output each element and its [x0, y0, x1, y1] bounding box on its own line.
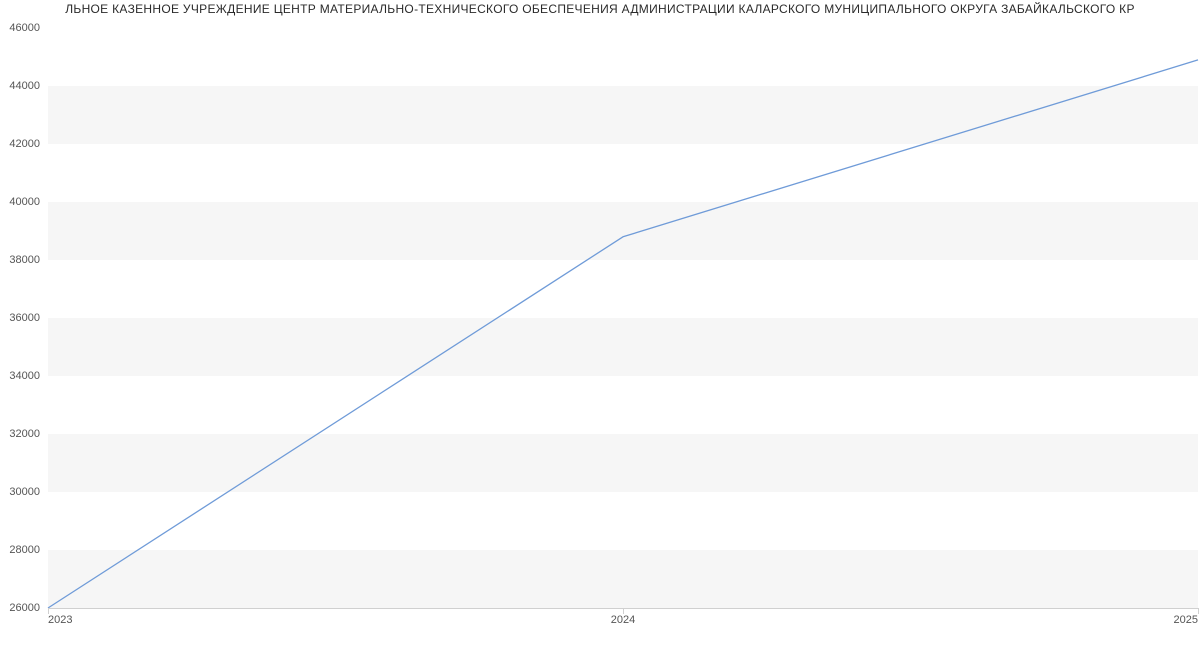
y-tick-label: 26000: [9, 602, 40, 614]
data-line: [48, 60, 1198, 608]
plot-area: 2600028000300003200034000360003800040000…: [48, 28, 1198, 608]
line-series: [48, 28, 1198, 608]
chart-title: ЛЬНОЕ КАЗЕННОЕ УЧРЕЖДЕНИЕ ЦЕНТР МАТЕРИАЛ…: [0, 2, 1200, 16]
y-tick-label: 28000: [9, 544, 40, 556]
x-tick-label: 2024: [611, 614, 635, 626]
y-tick-label: 30000: [9, 486, 40, 498]
y-tick-label: 40000: [9, 196, 40, 208]
y-tick-label: 42000: [9, 138, 40, 150]
y-tick-label: 36000: [9, 312, 40, 324]
y-tick-label: 32000: [9, 428, 40, 440]
y-tick-label: 44000: [9, 80, 40, 92]
y-tick-label: 46000: [9, 22, 40, 34]
x-tick-mark: [1198, 608, 1199, 614]
chart-container: ЛЬНОЕ КАЗЕННОЕ УЧРЕЖДЕНИЕ ЦЕНТР МАТЕРИАЛ…: [0, 0, 1200, 650]
y-tick-label: 34000: [9, 370, 40, 382]
x-tick-label: 2023: [48, 614, 72, 626]
y-tick-label: 38000: [9, 254, 40, 266]
x-tick-label: 2025: [1174, 614, 1198, 626]
